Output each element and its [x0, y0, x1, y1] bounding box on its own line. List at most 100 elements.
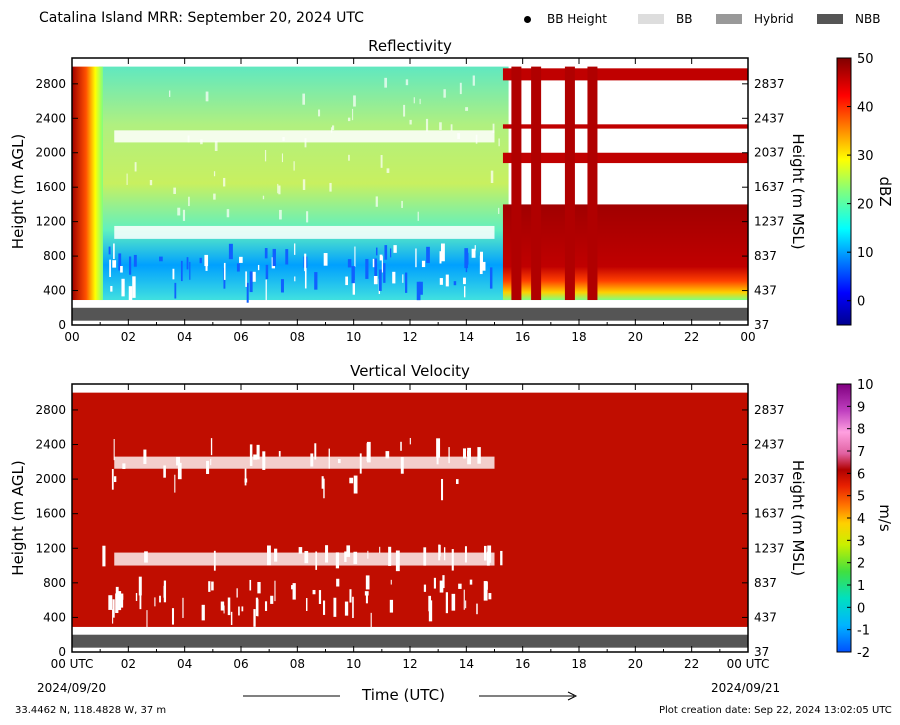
reflectivity-upper-band — [502, 152, 748, 164]
y-tick-right-label: 2837 — [754, 77, 785, 91]
reflectivity-speckle — [180, 260, 183, 282]
reflectivity-speckle — [262, 195, 265, 200]
legend-nbb: NBB — [817, 12, 880, 26]
velocity-speckle — [135, 593, 138, 602]
reflectivity-speckle — [186, 257, 189, 270]
velocity-speckle — [366, 443, 369, 462]
y-tick-label: 2000 — [35, 472, 66, 486]
y-tick-right-label: 2437 — [754, 438, 785, 452]
reflectivity-speckle — [462, 277, 466, 285]
velocity-speckle — [344, 601, 349, 616]
reflectivity-speckle — [304, 268, 307, 289]
reflectivity-speckle — [471, 248, 476, 258]
reflectivity-speckle — [492, 123, 495, 133]
reflectivity-speckle — [379, 254, 383, 261]
velocity-speckle — [249, 579, 252, 591]
reflectivity-speckle — [421, 260, 426, 268]
colorbar-label: dBZ — [876, 176, 894, 206]
velocity-speckle — [409, 437, 411, 445]
y-tick-right-label: 2437 — [754, 111, 785, 125]
velocity-speckle — [367, 550, 369, 559]
velocity-speckle — [379, 546, 381, 554]
reflectivity-speckle — [365, 258, 369, 279]
velocity-speckle — [177, 462, 182, 480]
velocity-speckle — [208, 581, 211, 592]
reflectivity-speckle — [383, 263, 386, 283]
y-tick-label: 400 — [43, 610, 66, 624]
reflectivity-speckle — [302, 179, 306, 191]
y-axis-right-label: Height (m MSL) — [789, 133, 807, 249]
velocity-speckle — [464, 546, 467, 563]
colorbar-tick-label: 0 — [857, 601, 865, 616]
x-tick-label: 18 — [571, 657, 586, 671]
bb-height-dot-icon — [524, 15, 531, 23]
velocity-speckle — [163, 465, 166, 478]
reflectivity-speckle — [426, 246, 430, 264]
velocity-speckle — [335, 552, 340, 569]
location-text: 33.4462 N, 118.4828 W, 37 m — [15, 705, 167, 716]
velocity-speckle — [115, 586, 119, 599]
reflectivity-speckle — [294, 243, 296, 255]
reflectivity-speckle — [280, 279, 284, 293]
nbb-bar — [72, 307, 748, 321]
reflectivity-speckle — [373, 275, 378, 285]
y-tick-label: 0 — [58, 318, 66, 332]
velocity-speckle — [365, 575, 370, 590]
reflectivity-speckle — [374, 258, 378, 279]
x-tick-label: 14 — [459, 330, 474, 344]
reflectivity-speckle — [463, 286, 466, 298]
x-tick-label: 06 — [233, 657, 248, 671]
legend-bb: BB — [638, 12, 716, 26]
velocity-speckle — [227, 597, 231, 616]
velocity-title: Vertical Velocity — [350, 362, 470, 380]
velocity-speckle — [476, 603, 478, 615]
reflectivity-speckle — [108, 246, 111, 255]
x-tick-label: 04 — [177, 330, 192, 344]
reflectivity-column — [531, 66, 542, 301]
y-tick-right-label: 2037 — [754, 472, 785, 486]
reflectivity-speckle — [479, 255, 483, 275]
velocity-speckle — [458, 583, 462, 589]
velocity-speckle — [122, 463, 126, 469]
legend-label: Hybrid — [754, 12, 794, 26]
y-tick-label: 1600 — [35, 180, 66, 194]
reflectivity-speckle — [457, 133, 461, 140]
reflectivity-speckle — [132, 276, 136, 298]
velocity-speckle — [241, 606, 244, 612]
velocity-speckle — [253, 454, 258, 460]
x-tick-label: 20 — [628, 657, 643, 671]
velocity-speckle — [483, 545, 487, 561]
reflectivity-speckle — [416, 281, 421, 301]
reflectivity-speckle — [304, 253, 307, 272]
nbb-bar — [72, 634, 748, 648]
colorbar-tick-label: -1 — [857, 624, 870, 639]
reflectivity-speckle — [294, 276, 296, 282]
velocity-speckle — [249, 444, 253, 466]
x-tick-label: 02 — [121, 330, 136, 344]
reflectivity-speckle — [490, 170, 494, 184]
reflectivity-speckle — [257, 264, 260, 271]
reflectivity-speckle — [213, 193, 216, 200]
reflectivity-speckle — [419, 281, 423, 295]
reflectivity-speckle — [459, 82, 462, 95]
reflectivity-field-left — [72, 66, 103, 301]
reflectivity-speckle — [347, 259, 352, 268]
y-tick-label: 0 — [58, 645, 66, 659]
velocity-speckle — [211, 581, 214, 591]
reflectivity-speckle — [419, 98, 421, 105]
x-axis-label: Time (UTC) — [362, 686, 445, 704]
velocity-gap — [114, 552, 495, 566]
reflectivity-speckle — [189, 261, 191, 280]
velocity-speckle — [352, 596, 354, 618]
velocity-speckle — [439, 580, 444, 593]
y-tick-label: 1600 — [35, 507, 66, 521]
x-tick-label: 08 — [290, 657, 305, 671]
reflectivity-gap — [114, 225, 495, 239]
velocity-speckle — [462, 448, 466, 459]
colorbar-tick-label: 50 — [857, 52, 874, 67]
reflectivity-speckle — [345, 276, 349, 286]
reflectivity-speckle — [214, 140, 218, 151]
reflectivity-speckle — [177, 207, 181, 216]
reflectivity-speckle — [403, 104, 406, 117]
y-tick-right-label: 437 — [754, 610, 777, 624]
